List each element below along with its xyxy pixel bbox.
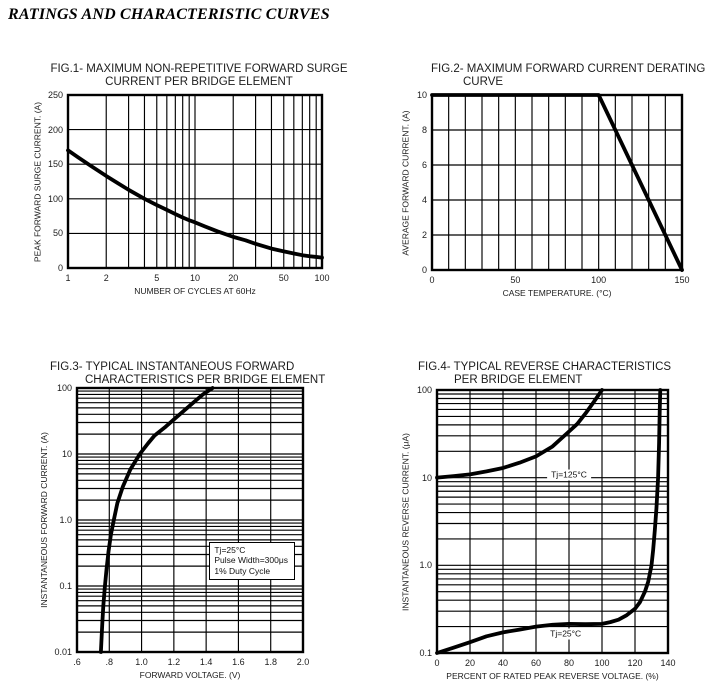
x-tick-label: 100 [591,275,607,285]
chart-title-line: CHARACTERISTICS PER BRIDGE ELEMENT [85,374,326,386]
x-tick-label: 80 [563,658,575,668]
gridlines [436,389,669,654]
x-tick-label: 40 [497,658,509,668]
chart-title-line: FIG.1- MAXIMUM NON-REPETITIVE FORWARD SU… [50,63,348,75]
chart-title-line: CURVE [463,76,504,88]
y-tick-label: 0.1 [59,581,72,591]
x-tick-label: 20 [228,273,239,283]
x-tick-label: 100 [314,273,330,283]
x-tick-label: 150 [674,275,690,285]
x-axis-label: PERCENT OF RATED PEAK REVERSE VOLTAGE. (… [446,671,659,681]
y-axis-label: INSTANTANEOUS REVERSE CURRENT. (μA) [400,432,410,611]
annotation-line: 1% Duty Cycle [214,565,271,576]
x-tick-label: .6 [73,657,81,667]
page-title: RATINGS AND CHARACTERISTIC CURVES [8,6,330,23]
chart-title: FIG.2- MAXIMUM FORWARD CURRENT DERATING C… [431,63,705,89]
x-tick-label: 2.0 [296,657,310,667]
y-tick-label: 100 [47,193,63,204]
chart-title-line: FIG.4- TYPICAL REVERSE CHARACTERISTICS [418,361,672,373]
x-axis-label: CASE TEMPERATURE. (°C) [502,288,612,298]
annotation-line: Tj=25°C [214,544,246,555]
x-tick-label: 1.2 [167,657,181,667]
chart-title-line: FIG.2- MAXIMUM FORWARD CURRENT DERATING [431,63,706,75]
y-tick-label: 100 [416,385,432,395]
chart-title: FIG.1- MAXIMUM NON-REPETITIVE FORWARD SU… [46,63,352,89]
y-tick-label: 50 [52,228,63,239]
plot-area [430,93,684,272]
y-tick-label: 200 [47,124,63,135]
plot-area [435,388,670,655]
x-tick-label: 1.6 [232,657,245,667]
y-tick-label: 1.0 [419,560,432,571]
x-tick-label: 0 [434,658,440,668]
x-tick-label: 1.8 [264,657,277,667]
y-tick-label: 100 [56,383,72,393]
y-tick-label: 150 [47,159,63,170]
annotation-label: Tj=25°C [546,628,586,640]
x-axis-label: NUMBER OF CYCLES AT 60Hz [134,286,256,296]
x-tick-label: 5 [154,273,160,283]
y-tick-label: 10 [416,90,427,100]
x-tick-label: 2 [103,273,109,283]
y-tick-label: 1.0 [59,515,72,525]
x-tick-label: 20 [464,658,476,668]
forward-characteristic-curve [98,386,215,654]
plot-border [435,388,670,655]
y-tick-label: 0.1 [419,648,432,658]
x-tick-label: 140 [660,658,676,668]
plot-area [66,93,324,270]
y-tick-label: 0.01 [54,647,72,657]
surge-current-curve [66,148,324,260]
x-tick-label: 1.4 [199,657,213,667]
gridlines [76,387,304,653]
annotation-line: Pulse Width=300μs [214,555,289,566]
x-tick-label: 0 [429,275,435,285]
chart-title-line: FIG.3- TYPICAL INSTANTANEOUS FORWARD [50,361,295,373]
x-tick-label: 120 [627,658,643,668]
chart-title-line: PER BRIDGE ELEMENT [454,374,583,386]
y-tick-label: 0 [57,263,63,273]
x-tick-label: 100 [594,658,610,668]
plot-area [75,386,305,654]
x-tick-label: 50 [278,273,289,283]
tj-25c-curve [435,388,663,655]
plot-border [66,93,324,270]
chart-title: FIG.3- TYPICAL INSTANTANEOUS FORWARD CHAR… [50,361,325,387]
y-tick-label: 10 [421,472,432,483]
y-tick-label: 8 [421,125,427,135]
plot-border [75,386,305,654]
y-tick-label: 4 [421,195,427,205]
x-tick-label: 1.0 [135,657,148,667]
x-tick-label: 60 [530,658,542,668]
x-tick-label: .8 [105,657,114,667]
x-axis-label: FORWARD VOLTAGE. (V) [139,670,241,680]
y-tick-label: 0 [421,265,427,275]
tj-125c-curve [435,388,604,480]
x-tick-label: 50 [510,275,521,285]
y-tick-label: 2 [421,230,427,240]
x-tick-label: 10 [189,273,201,283]
chart-title: FIG.4- TYPICAL REVERSE CHARACTERISTICS PE… [418,361,671,387]
derating-curve [430,93,684,272]
y-tick-label: 250 [47,90,63,100]
x-tick-label: 1 [65,273,71,283]
chart-title-line: CURRENT PER BRIDGE ELEMENT [105,76,293,88]
y-tick-label: 10 [61,449,72,459]
annotation-box: Tj=25°C Pulse Width=300μs 1% Duty Cycle [209,541,296,581]
y-tick-label: 6 [421,160,427,170]
annotation-label: Tj=125°C [547,469,591,481]
